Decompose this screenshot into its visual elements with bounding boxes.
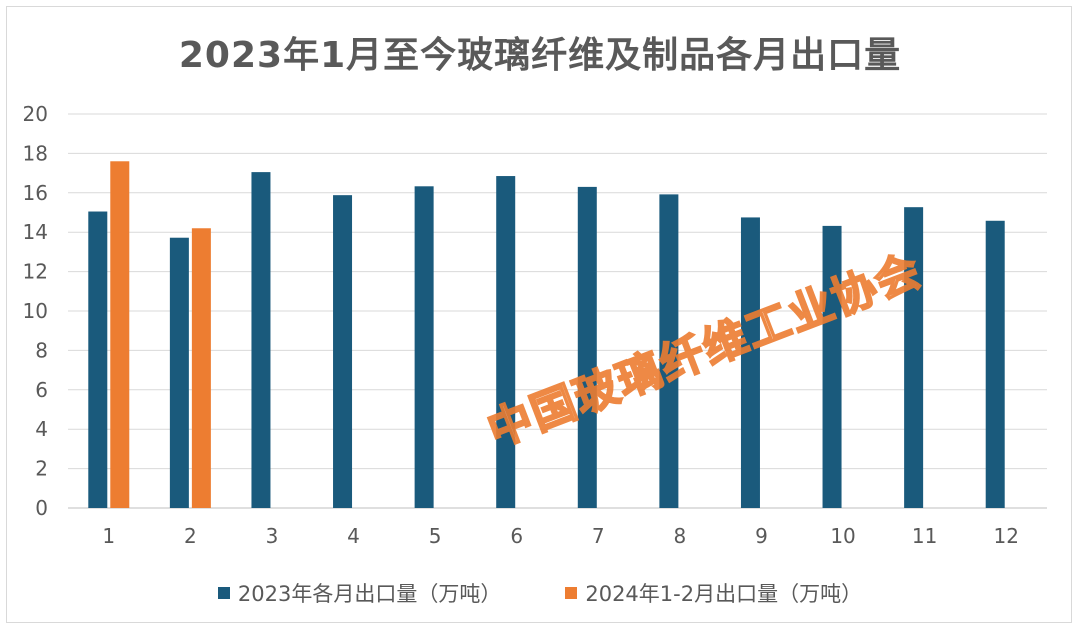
bar-2023-3 [251,172,271,509]
y-tick-label: 18 [23,141,48,165]
y-tick-label: 20 [23,102,48,126]
y-tick-label: 10 [23,299,48,323]
legend-item-2023: 2023年各月出口量（万吨） [217,578,502,608]
legend: 2023年各月出口量（万吨） 2024年1-2月出口量（万吨） [0,578,1080,608]
bar-2023-1 [88,211,108,508]
x-tick-label: 6 [510,524,523,548]
bar-2023-8 [659,194,679,508]
bar-2023-7 [577,186,597,508]
bar-2023-6 [496,176,516,508]
bar-2024-1 [110,161,130,508]
chart-title: 2023年1月至今玻璃纤维及制品各月出口量 [178,35,902,76]
y-tick-label: 6 [35,378,48,402]
x-tick-label: 7 [592,524,605,548]
x-tick-label: 1 [102,524,115,548]
bar-2024-2 [191,228,211,508]
y-tick-label: 2 [35,457,48,481]
bar-2023-10 [822,225,842,508]
legend-label-2023: 2023年各月出口量（万吨） [237,582,502,606]
x-tick-label: 3 [266,524,279,548]
x-tick-label: 8 [674,524,687,548]
y-tick-label: 14 [23,220,48,244]
bar-2023-2 [169,237,189,508]
bar-2023-12 [985,220,1005,509]
legend-swatch-2023 [217,587,230,599]
legend-item-2024: 2024年1-2月出口量（万吨） [565,578,862,608]
y-tick-label: 16 [23,181,48,205]
x-tick-label: 4 [347,524,360,548]
x-tick-label: 12 [993,524,1018,548]
bar-2023-4 [333,195,353,508]
bar-2023-11 [904,207,924,508]
y-tick-label: 0 [35,496,48,520]
x-tick-label: 2 [184,524,197,548]
x-tick-label: 5 [429,524,442,548]
x-tick-label: 9 [755,524,768,548]
bar-2023-5 [414,186,434,508]
legend-label-2024: 2024年1-2月出口量（万吨） [585,582,863,606]
x-tick-label: 10 [830,524,855,548]
legend-swatch-2024 [565,587,578,599]
y-tick-label: 12 [23,260,48,284]
y-tick-label: 4 [35,417,48,441]
y-tick-label: 8 [35,338,48,362]
x-tick-label: 11 [912,524,937,548]
bar-2023-9 [740,217,760,509]
